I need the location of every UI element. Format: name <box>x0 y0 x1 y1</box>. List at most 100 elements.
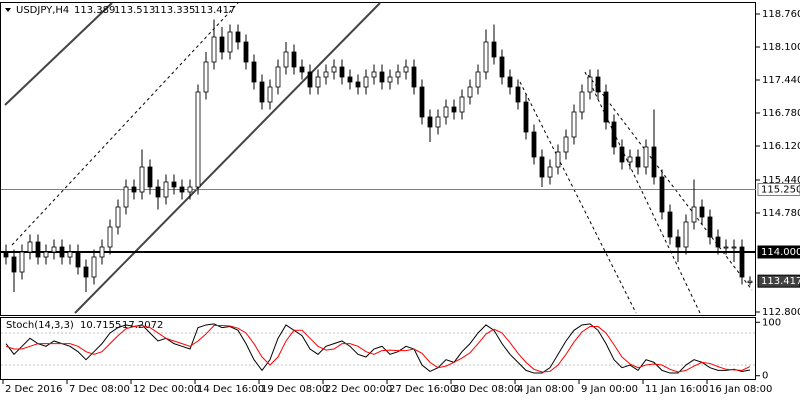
channel-line <box>11 2 239 246</box>
candle-body <box>179 186 185 193</box>
candle-body <box>75 251 81 268</box>
candle-body <box>667 211 673 238</box>
candle-body <box>715 236 721 248</box>
candle-body <box>619 146 625 163</box>
candle-body <box>499 56 505 78</box>
candle-body <box>51 246 57 253</box>
candle-body <box>243 41 249 63</box>
candle-body <box>147 166 153 188</box>
stoch-line <box>5 324 751 373</box>
candle-body <box>403 66 409 73</box>
candle-body <box>139 166 145 193</box>
candle-body <box>43 251 49 258</box>
candle-body <box>411 66 417 88</box>
candle-body <box>651 146 657 178</box>
candle-body <box>587 76 593 93</box>
candle-body <box>739 246 745 278</box>
candle-body <box>427 116 433 128</box>
candle-body <box>227 31 233 53</box>
x-tick-label: 22 Dec 00:00 <box>325 384 392 395</box>
candle-body <box>483 41 489 73</box>
y-tick-label: 116.780 <box>762 108 800 119</box>
y-tick-label: 118.760 <box>762 9 800 20</box>
level-label: 114.000 <box>761 247 800 258</box>
candle-body <box>515 86 521 103</box>
candle-body <box>731 246 737 249</box>
candle-body <box>35 241 41 258</box>
candle-body <box>219 36 225 53</box>
candle-body <box>203 61 209 93</box>
candle-body <box>451 106 457 113</box>
candle-body <box>459 96 465 113</box>
candle-body <box>531 131 537 158</box>
candle-body <box>235 31 241 43</box>
candle-body <box>523 101 529 133</box>
price-frame <box>0 2 756 316</box>
candle-body <box>331 66 337 73</box>
candle-body <box>347 76 353 83</box>
candle-body <box>267 86 273 103</box>
candle-body <box>291 51 297 68</box>
candle-body <box>419 86 425 118</box>
candle-body <box>299 66 305 73</box>
candle-body <box>211 36 217 63</box>
y-tick-label: 112.800 <box>762 307 800 318</box>
menu-icon[interactable] <box>5 8 11 12</box>
candle-body <box>643 146 649 168</box>
trend-line <box>74 2 381 314</box>
candle-body <box>363 76 369 88</box>
candle-body <box>723 246 729 249</box>
candle-body <box>507 76 513 88</box>
candle-body <box>123 186 129 208</box>
ohlc-close: 113.417 <box>194 5 235 16</box>
candle-body <box>379 71 385 83</box>
candle-body <box>67 251 73 258</box>
candle-body <box>395 71 401 78</box>
y-tick-label: 0 <box>762 371 768 382</box>
candle-body <box>443 106 449 118</box>
x-tick-label: 11 Jan 16:00 <box>645 384 708 395</box>
candle-body <box>3 251 9 258</box>
stoch-line <box>5 323 751 374</box>
candle-body <box>675 236 681 248</box>
x-tick-label: 9 Jan 00:00 <box>581 384 638 395</box>
candle-body <box>547 166 553 178</box>
candle-body <box>11 256 17 273</box>
x-tick-label: 30 Dec 08:00 <box>453 384 520 395</box>
x-tick-label: 16 Jan 08:00 <box>709 384 772 395</box>
price-label: 113.417 <box>761 276 800 287</box>
ohlc-high: 113.513 <box>114 5 155 16</box>
candle-body <box>251 61 257 83</box>
candle-body <box>259 81 265 103</box>
channel-line <box>519 81 637 314</box>
trend-line <box>4 2 113 106</box>
candle-body <box>131 186 137 193</box>
candle-body <box>699 206 705 218</box>
y-tick-label: 116.120 <box>762 141 800 152</box>
candle-body <box>563 136 569 153</box>
candle-body <box>315 76 321 88</box>
stoch-main-value: 10.7155 <box>80 320 121 331</box>
candle-body <box>275 66 281 88</box>
candle-body <box>171 181 177 188</box>
candle-body <box>107 226 113 248</box>
candle-body <box>475 71 481 88</box>
candle-body <box>491 41 497 58</box>
candle-body <box>187 186 193 193</box>
ohlc-open: 113.389 <box>74 5 115 16</box>
y-tick-label: 118.100 <box>762 42 800 53</box>
candle-body <box>603 91 609 123</box>
candle-body <box>707 216 713 238</box>
candle-body <box>283 51 289 68</box>
candle-body <box>83 266 89 278</box>
candle-body <box>467 86 473 98</box>
candle-body <box>571 111 577 138</box>
candle-body <box>611 121 617 148</box>
candle-body <box>339 66 345 78</box>
candle-body <box>659 176 665 213</box>
candle-body <box>115 206 121 228</box>
x-tick-label: 27 Dec 16:00 <box>389 384 456 395</box>
price-label-box <box>757 274 800 288</box>
